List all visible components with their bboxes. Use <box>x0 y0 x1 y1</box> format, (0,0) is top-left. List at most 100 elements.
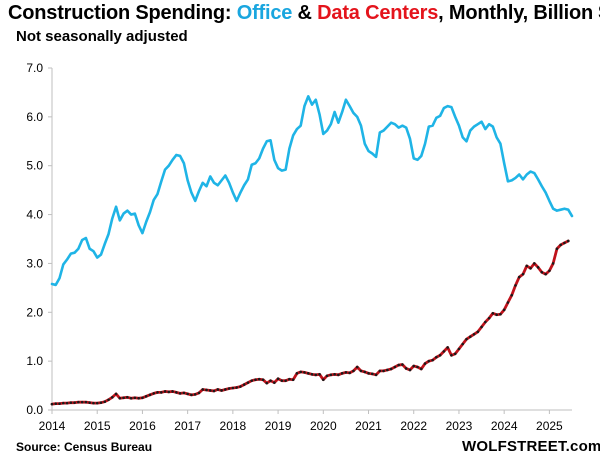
datacenters-point <box>54 402 58 405</box>
datacenters-point <box>190 393 193 397</box>
datacenters-point <box>171 390 174 393</box>
datacenters-point <box>103 400 107 403</box>
datacenters-point <box>291 378 295 382</box>
datacenters-point <box>427 359 431 363</box>
datacenters-point <box>461 342 465 346</box>
datacenters-point <box>337 373 340 377</box>
datacenters-point <box>276 377 280 381</box>
datacenters-point <box>435 355 438 359</box>
datacenters-point <box>325 374 329 378</box>
datacenters-point <box>544 272 547 276</box>
title-amp: & <box>292 2 318 24</box>
datacenters-point <box>453 352 457 356</box>
datacenters-point <box>348 371 351 375</box>
datacenters-point <box>540 270 544 274</box>
datacenters-point <box>273 381 276 384</box>
datacenters-point <box>182 391 186 395</box>
datacenters-point <box>472 332 476 336</box>
datacenters-point <box>382 369 385 373</box>
datacenters-point <box>386 368 389 372</box>
datacenters-point <box>62 401 65 405</box>
datacenters-point <box>239 385 242 388</box>
datacenters-point <box>156 391 159 394</box>
datacenters-point <box>141 396 144 400</box>
datacenters-point <box>269 379 272 382</box>
datacenters-point <box>246 381 250 384</box>
datacenters-point <box>397 363 400 367</box>
datacenters-point <box>510 293 514 297</box>
y-tick-label: 2.0 <box>26 305 43 319</box>
datacenters-point <box>367 372 370 375</box>
datacenters-point <box>84 400 88 404</box>
datacenters-point <box>514 284 517 287</box>
datacenters-point <box>92 401 95 405</box>
datacenters-point <box>242 383 246 386</box>
x-tick-label: 2014 <box>39 419 66 433</box>
datacenters-point <box>536 266 540 269</box>
datacenters-point <box>148 393 152 397</box>
datacenters-point <box>352 369 355 373</box>
datacenters-point <box>95 401 99 405</box>
datacenters-point <box>280 379 284 382</box>
x-tick-label: 2023 <box>446 419 473 433</box>
datacenters-point <box>295 372 299 375</box>
title-datacenters: Data Centers <box>317 2 439 24</box>
x-tick-label: 2019 <box>265 419 292 433</box>
datacenters-point <box>159 391 163 394</box>
datacenters-point <box>306 372 310 375</box>
datacenters-point <box>314 373 318 377</box>
datacenters-point <box>235 386 238 389</box>
datacenters-point <box>133 396 137 400</box>
datacenters-point <box>566 239 570 243</box>
datacenters-point <box>408 368 412 372</box>
datacenters-point <box>231 386 235 390</box>
datacenters-point <box>416 365 419 369</box>
datacenters-point <box>186 392 189 396</box>
datacenters-point <box>178 392 182 395</box>
datacenters-point <box>284 379 287 382</box>
datacenters-point <box>163 390 167 393</box>
datacenters-point <box>480 325 483 329</box>
datacenters-point <box>73 401 76 404</box>
datacenters-point <box>468 335 472 339</box>
datacenters-point <box>122 396 125 400</box>
datacenters-point <box>525 264 529 268</box>
datacenters-point <box>220 389 223 392</box>
datacenters-point <box>137 396 140 400</box>
datacenters-point <box>378 369 382 373</box>
datacenters-point <box>521 272 525 276</box>
datacenters-point <box>212 389 216 393</box>
datacenters-point <box>107 398 110 402</box>
datacenters-point <box>431 358 434 362</box>
datacenters-point <box>261 378 265 382</box>
datacenters-point <box>529 267 532 270</box>
y-tick-label: 7.0 <box>26 61 43 75</box>
datacenters-point <box>563 241 566 245</box>
datacenters-point <box>559 243 562 247</box>
y-tick-label: 5.0 <box>26 159 43 173</box>
datacenters-point <box>506 301 510 304</box>
y-tick-label: 3.0 <box>26 256 43 270</box>
datacenters-point <box>250 379 254 382</box>
datacenters-point <box>227 387 231 390</box>
datacenters-point <box>197 391 201 395</box>
datacenters-point <box>80 400 84 404</box>
datacenters-point <box>359 369 363 373</box>
datacenters-series-line <box>50 239 570 406</box>
datacenters-point <box>442 350 446 353</box>
datacenters-point <box>450 353 453 357</box>
datacenters-point <box>340 372 344 375</box>
x-tick-label: 2020 <box>310 419 337 433</box>
y-tick-label: 1.0 <box>26 354 43 368</box>
datacenters-point <box>318 373 321 376</box>
datacenters-point <box>205 388 208 392</box>
datacenters-point <box>476 330 480 334</box>
datacenters-point <box>404 367 408 370</box>
datacenters-point <box>393 365 397 369</box>
office-series-line <box>50 95 574 287</box>
datacenters-point <box>355 365 359 369</box>
datacenters-point <box>370 372 374 376</box>
x-tick-label: 2018 <box>220 419 247 433</box>
datacenters-point <box>344 371 348 374</box>
datacenters-point <box>533 262 536 265</box>
